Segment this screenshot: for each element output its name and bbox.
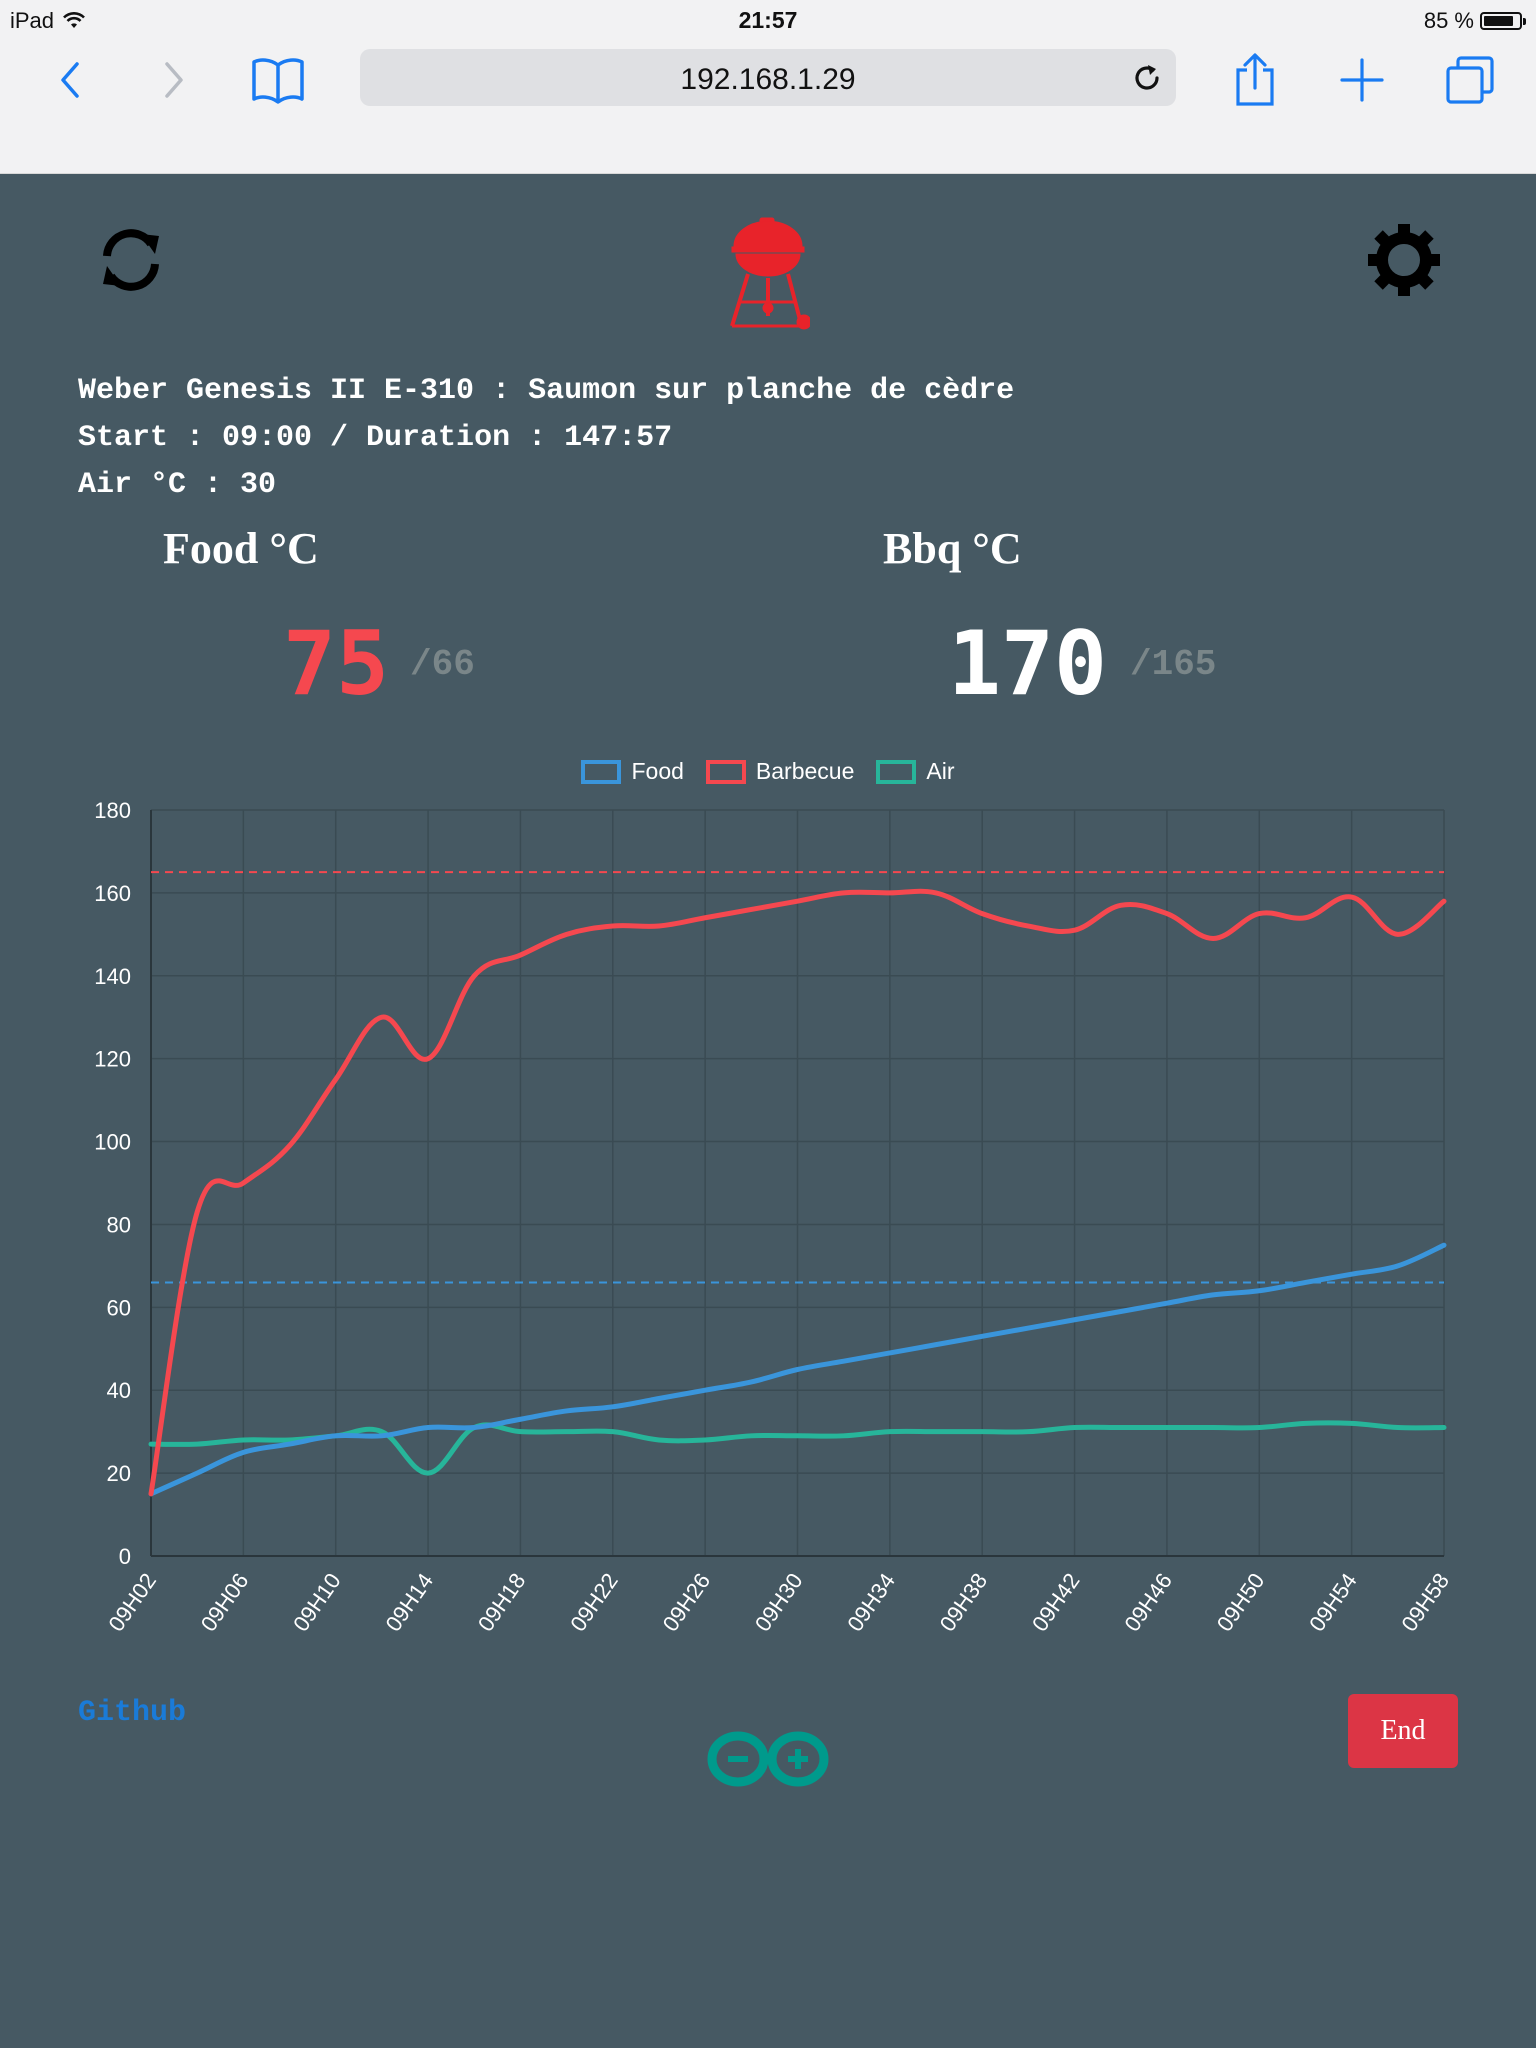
legend-swatch-barbecue <box>705 759 746 784</box>
legend-label-barbecue: Barbecue <box>755 758 855 784</box>
temperature-chart: 0 20 40 60 80 100 120 140 160 180 09H02 09H06 09H10 0… <box>94 798 1454 1636</box>
x-tick-label: 09H54 <box>1304 1569 1362 1636</box>
new-tab-button[interactable] <box>1332 50 1392 110</box>
food-temp-label: Food °C <box>163 524 319 573</box>
settings-button[interactable] <box>1366 222 1442 298</box>
legend-item-air[interactable]: Air <box>876 758 955 785</box>
y-tick-label: 160 <box>94 881 131 906</box>
bookmarks-button[interactable] <box>248 50 308 110</box>
battery-percent: 85 % <box>1423 8 1474 33</box>
chevron-left-icon <box>61 62 79 98</box>
food-temp-target: /66 <box>410 644 475 685</box>
status-time: 21:57 <box>738 7 798 33</box>
plus-icon <box>1340 58 1384 102</box>
legend-item-barbecue[interactable]: Barbecue <box>705 758 855 785</box>
y-tick-label: 120 <box>94 1047 131 1072</box>
x-tick-label: 09H34 <box>842 1569 900 1636</box>
x-tick-label: 09H58 <box>1396 1569 1454 1636</box>
forward-button[interactable] <box>144 50 204 110</box>
legend-label-air: Air <box>926 758 955 784</box>
bbq-logo <box>726 216 812 334</box>
legend-swatch-air <box>876 759 917 784</box>
y-tick-label: 140 <box>94 964 131 989</box>
x-tick-label: 09H22 <box>565 1569 623 1636</box>
x-tick-label: 09H50 <box>1212 1569 1270 1636</box>
x-tick-label: 09H06 <box>196 1569 254 1636</box>
session-title: Weber Genesis II E-310 : Saumon sur plan… <box>78 374 1015 408</box>
refresh-icon <box>103 229 159 291</box>
bbq-temp-label: Bbq °C <box>883 524 1022 573</box>
tabs-icon <box>1446 56 1494 104</box>
reload-icon[interactable] <box>1128 59 1166 97</box>
browser-chrome: iPad 21:57 85 % 192.168.1.29 <box>0 0 1536 174</box>
chart-legend: Food Barbecue Air <box>0 758 1536 785</box>
food-temp-value: 75 <box>283 612 389 715</box>
end-button[interactable]: End <box>1348 1694 1458 1768</box>
series-line-food <box>148 1242 1447 1497</box>
back-button[interactable] <box>40 50 100 110</box>
legend-label-food: Food <box>631 758 684 784</box>
air-temperature: Air °C : 30 <box>78 468 277 502</box>
y-tick-label: 0 <box>119 1544 131 1569</box>
share-icon <box>1236 53 1274 106</box>
url-bar[interactable]: 192.168.1.29 <box>360 49 1176 106</box>
x-tick-label: 09H02 <box>103 1569 161 1636</box>
wifi-icon <box>63 12 85 28</box>
x-tick-label: 09H38 <box>935 1569 993 1636</box>
series-line-barbecue <box>148 888 1447 1497</box>
y-tick-label: 60 <box>107 1295 131 1320</box>
gear-icon <box>1368 224 1440 296</box>
x-tick-label: 09H26 <box>658 1569 716 1636</box>
y-tick-label: 100 <box>94 1130 131 1155</box>
x-tick-label: 09H46 <box>1119 1569 1177 1636</box>
tabs-button[interactable] <box>1440 50 1500 110</box>
session-start-duration: Start : 09:00 / Duration : 147:57 <box>78 421 673 455</box>
y-tick-label: 20 <box>107 1461 131 1486</box>
github-link[interactable]: Github <box>78 1696 187 1730</box>
y-tick-label: 40 <box>107 1378 131 1403</box>
battery-level <box>1484 16 1513 26</box>
kettle-grill-icon <box>730 217 812 330</box>
x-tick-label: 09H42 <box>1027 1569 1085 1636</box>
x-tick-label: 09H30 <box>750 1569 808 1636</box>
bbq-temp-target: /165 <box>1130 644 1217 685</box>
refresh-button[interactable] <box>93 222 169 298</box>
bbq-temp-value: 170 <box>948 612 1107 715</box>
legend-swatch-food <box>581 759 622 784</box>
y-tick-label: 80 <box>107 1212 131 1237</box>
arduino-icon <box>707 1731 829 1787</box>
y-tick-label: 180 <box>94 798 131 823</box>
status-battery: 85 % <box>1423 8 1526 34</box>
x-tick-label: 09H18 <box>473 1569 531 1636</box>
share-button[interactable] <box>1225 50 1285 110</box>
series-line-air <box>148 1420 1447 1476</box>
status-carrier: iPad <box>10 8 86 34</box>
legend-item-food[interactable]: Food <box>581 758 684 785</box>
x-tick-label: 09H10 <box>288 1569 346 1636</box>
chevron-right-icon <box>165 62 183 98</box>
x-tick-label: 09H14 <box>380 1569 438 1636</box>
url-text: 192.168.1.29 <box>680 63 856 96</box>
device-label: iPad <box>10 8 55 33</box>
book-icon <box>252 58 304 104</box>
battery-icon <box>1480 12 1526 30</box>
